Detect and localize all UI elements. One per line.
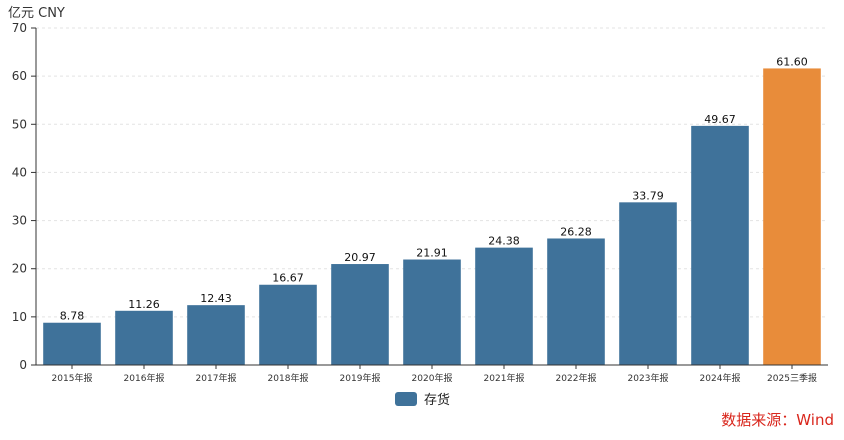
bar-value-labels: 8.78 11.26 12.43 16.67 20.97 21.91 24.38 26.28 3… [60, 55, 808, 322]
x-axis-ticks: 2015年报 2016年报 2017年报 2018年报 2019年报 2020年报 2021… [52, 365, 817, 384]
bar [547, 238, 605, 365]
y-tick-label: 0 [19, 358, 27, 372]
bar-value-label: 61.60 [776, 55, 808, 68]
x-tick-label: 2018年报 [268, 372, 309, 384]
bar [187, 305, 245, 365]
bar [331, 264, 389, 365]
bar-value-label: 49.67 [704, 113, 736, 126]
bar [115, 310, 173, 365]
bar-value-label: 11.26 [128, 298, 160, 311]
legend-swatch [395, 391, 417, 406]
y-tick-label: 70 [12, 21, 27, 35]
x-tick-label: 2021年报 [484, 372, 525, 384]
x-tick-label: 2023年报 [628, 372, 669, 384]
x-tick-label: 2019年报 [340, 372, 381, 384]
bar [403, 259, 461, 365]
y-tick-label: 30 [12, 214, 27, 228]
bar-value-label: 24.38 [488, 235, 520, 248]
bar [475, 247, 533, 365]
bar [763, 68, 821, 365]
y-tick-label: 40 [12, 165, 27, 179]
bar [259, 284, 317, 365]
x-tick-label: 2025三季报 [767, 372, 817, 384]
bar-value-label: 33.79 [632, 189, 664, 202]
x-tick-label: 2022年报 [556, 372, 597, 384]
y-axis-ticks: 0 10 20 30 40 50 60 70 [12, 21, 36, 372]
y-axis-unit-label: 亿元 CNY [8, 6, 65, 21]
bar-value-label: 26.28 [560, 225, 592, 238]
legend: 存货 [395, 389, 450, 408]
bar-value-label: 8.78 [60, 310, 85, 323]
bar [691, 125, 749, 366]
bar-value-label: 20.97 [344, 251, 376, 264]
x-tick-label: 2024年报 [700, 372, 741, 384]
bars [43, 68, 821, 366]
y-tick-label: 50 [12, 117, 27, 131]
x-tick-label: 2016年报 [124, 372, 165, 384]
bar [43, 322, 101, 365]
y-tick-label: 10 [12, 310, 27, 324]
data-source-note: 数据来源：Wind [721, 411, 834, 429]
x-tick-label: 2020年报 [412, 372, 453, 384]
x-tick-label: 2015年报 [52, 372, 93, 384]
y-tick-label: 60 [12, 69, 27, 83]
x-tick-label: 2017年报 [196, 372, 237, 384]
bar [619, 202, 677, 365]
y-tick-label: 20 [12, 262, 27, 276]
bar-value-label: 21.91 [416, 247, 448, 260]
legend-label: 存货 [424, 393, 451, 408]
bar-value-label: 16.67 [272, 272, 304, 285]
bar-value-label: 12.43 [200, 292, 232, 305]
